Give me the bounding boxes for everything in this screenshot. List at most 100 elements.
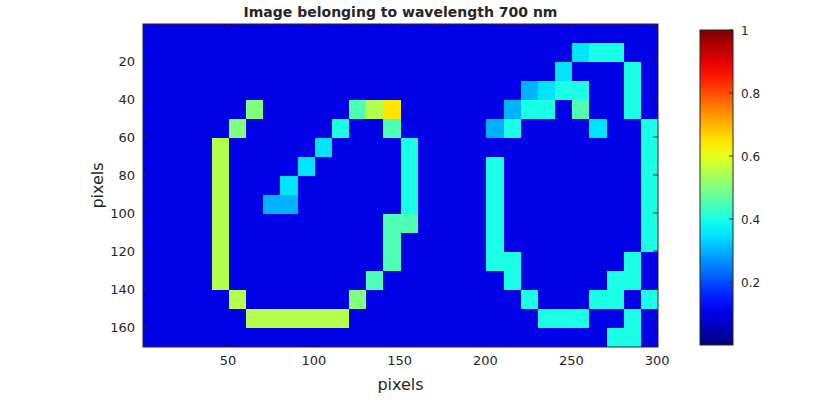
cell — [607, 252, 625, 272]
y-tick-label: 40 — [118, 92, 135, 107]
cell — [143, 24, 161, 44]
x-tick-label: 150 — [387, 353, 412, 368]
cell — [504, 138, 522, 158]
cell — [504, 214, 522, 234]
cell — [195, 24, 213, 44]
cell — [418, 24, 436, 44]
cell — [315, 214, 333, 234]
cell — [143, 176, 161, 196]
cell — [212, 195, 230, 215]
cell — [435, 176, 453, 196]
cell — [349, 43, 367, 63]
cell — [177, 119, 195, 139]
cell — [572, 309, 590, 329]
cell — [263, 138, 281, 158]
cell — [624, 176, 642, 196]
cell — [469, 138, 487, 158]
y-tick-right — [653, 251, 658, 252]
cell — [212, 81, 230, 101]
cell — [607, 138, 625, 158]
cell — [624, 233, 642, 253]
cell — [349, 290, 367, 310]
y-tick-right — [653, 137, 658, 138]
x-tick — [657, 342, 658, 347]
cell — [366, 138, 384, 158]
cell — [572, 233, 590, 253]
y-tick-right — [653, 327, 658, 328]
cell — [177, 271, 195, 291]
cell — [212, 62, 230, 82]
cell — [572, 43, 590, 63]
cell — [315, 328, 333, 347]
cell — [607, 176, 625, 196]
cell — [624, 138, 642, 158]
cell — [349, 62, 367, 82]
cell — [195, 62, 213, 82]
x-tick-top — [485, 24, 486, 29]
cell — [212, 43, 230, 63]
cell — [435, 119, 453, 139]
cell — [504, 176, 522, 196]
cell — [315, 157, 333, 177]
cell — [607, 119, 625, 139]
cell — [212, 157, 230, 177]
plot-frame — [143, 24, 658, 347]
cell — [246, 309, 264, 329]
cell — [589, 176, 607, 196]
y-tick-right — [653, 213, 658, 214]
cell — [383, 309, 401, 329]
cell — [160, 214, 178, 234]
cell — [401, 43, 419, 63]
cell — [486, 233, 504, 253]
cell — [418, 309, 436, 329]
cell — [504, 195, 522, 215]
cell — [572, 62, 590, 82]
cell — [143, 290, 161, 310]
cell — [418, 176, 436, 196]
cell — [607, 271, 625, 291]
cell — [229, 195, 247, 215]
cell — [555, 233, 573, 253]
cell — [212, 233, 230, 253]
cell — [349, 271, 367, 291]
cell — [229, 233, 247, 253]
cell — [298, 24, 316, 44]
cell — [229, 62, 247, 82]
cell — [298, 157, 316, 177]
cell — [401, 138, 419, 158]
y-tick-right — [653, 61, 658, 62]
cell — [315, 252, 333, 272]
cell — [572, 214, 590, 234]
cell — [212, 176, 230, 196]
cell — [143, 138, 161, 158]
cell — [366, 100, 384, 120]
cell — [383, 252, 401, 272]
cell — [555, 271, 573, 291]
cell — [298, 119, 316, 139]
cell — [143, 328, 161, 347]
cell — [624, 271, 642, 291]
cell — [589, 290, 607, 310]
cell — [504, 157, 522, 177]
cell — [521, 233, 539, 253]
cell — [177, 290, 195, 310]
cell — [469, 290, 487, 310]
cell — [177, 214, 195, 234]
cell — [504, 81, 522, 101]
cell — [160, 24, 178, 44]
cell — [160, 100, 178, 120]
cell — [504, 119, 522, 139]
cell — [263, 271, 281, 291]
cell — [315, 176, 333, 196]
cell — [589, 271, 607, 291]
cell — [469, 328, 487, 347]
cell — [486, 328, 504, 347]
cell — [298, 62, 316, 82]
cell — [332, 328, 350, 347]
cell — [298, 309, 316, 329]
cell — [452, 24, 470, 44]
cell — [452, 214, 470, 234]
cell — [555, 176, 573, 196]
cell — [504, 233, 522, 253]
figure-background — [0, 0, 813, 408]
